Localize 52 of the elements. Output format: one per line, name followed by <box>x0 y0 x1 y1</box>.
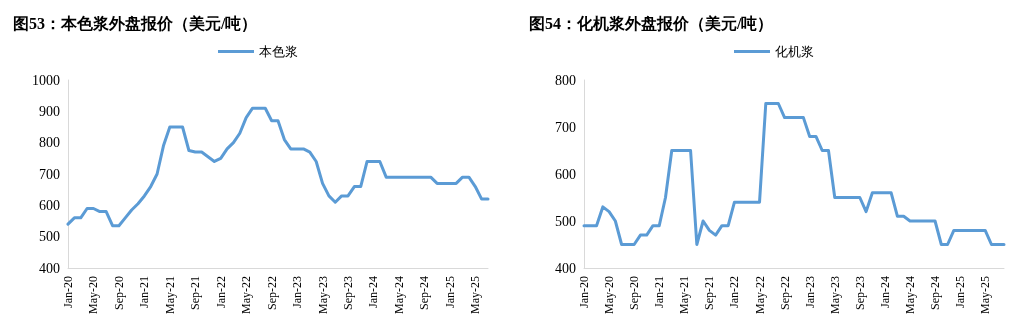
y-tick-label: 900 <box>39 103 60 119</box>
y-tick-label: 800 <box>39 135 60 151</box>
x-tick-label: May-23 <box>315 276 330 315</box>
x-tick-label: May-24 <box>391 276 406 315</box>
chart-title: 图53：本色浆外盘报价（美元/吨） <box>13 13 258 33</box>
x-tick-label: Jan-22 <box>213 276 228 309</box>
y-tick-label: 700 <box>39 166 60 182</box>
x-tick-label: Sep-21 <box>188 276 203 311</box>
x-tick-label: Jan-24 <box>877 276 892 309</box>
x-tick-label: Jan-21 <box>652 276 667 309</box>
x-tick-label: Jan-21 <box>137 276 152 309</box>
x-tick-label: Sep-20 <box>627 276 642 311</box>
x-tick-label: May-21 <box>677 276 692 315</box>
x-tick-label: May-23 <box>827 276 842 315</box>
y-tick-label: 500 <box>555 213 576 229</box>
y-tick-label: 800 <box>555 72 576 88</box>
x-tick-label: Sep-22 <box>264 276 279 311</box>
y-tick-label: 600 <box>555 166 576 182</box>
x-tick-label: Sep-23 <box>341 276 355 311</box>
y-tick-label: 400 <box>555 260 576 276</box>
y-tick-label: 700 <box>555 119 576 135</box>
y-tick-label: 1000 <box>32 72 60 88</box>
x-tick-label: Sep-20 <box>111 276 126 311</box>
legend-label: 化机浆 <box>775 44 814 59</box>
x-tick-label: Sep-24 <box>417 276 432 311</box>
x-tick-label: Jan-25 <box>442 276 457 309</box>
x-tick-label: Jan-22 <box>727 276 742 309</box>
legend-label: 本色浆 <box>259 44 298 59</box>
x-tick-label: Sep-24 <box>928 276 943 311</box>
x-tick-label: Jan-25 <box>953 276 968 309</box>
line-series <box>582 102 1006 247</box>
y-tick-label: 500 <box>39 229 60 245</box>
x-tick-label: Sep-21 <box>702 276 717 311</box>
x-tick-label: Jan-24 <box>366 276 381 309</box>
line-series <box>66 106 490 228</box>
x-tick-label: Sep-23 <box>852 276 867 311</box>
x-tick-label: Jan-23 <box>802 276 817 309</box>
x-tick-label: May-22 <box>239 276 254 315</box>
x-tick-label: Jan-23 <box>290 276 305 309</box>
y-tick-label: 400 <box>39 260 60 276</box>
x-tick-label: May-25 <box>978 276 993 315</box>
x-tick-label: May-22 <box>752 276 767 315</box>
y-tick-label: 600 <box>39 197 60 213</box>
x-tick-label: May-25 <box>468 276 483 315</box>
x-tick-label: Jan-20 <box>577 276 591 309</box>
chart-title: 图54：化机浆外盘报价（美元/吨） <box>529 13 774 33</box>
x-tick-label: May-24 <box>902 276 917 315</box>
x-tick-label: Sep-22 <box>777 276 792 311</box>
x-tick-label: May-20 <box>86 276 101 315</box>
x-tick-label: Jan-20 <box>61 276 75 309</box>
x-tick-label: May-21 <box>162 276 177 315</box>
x-tick-label: May-20 <box>602 276 617 315</box>
